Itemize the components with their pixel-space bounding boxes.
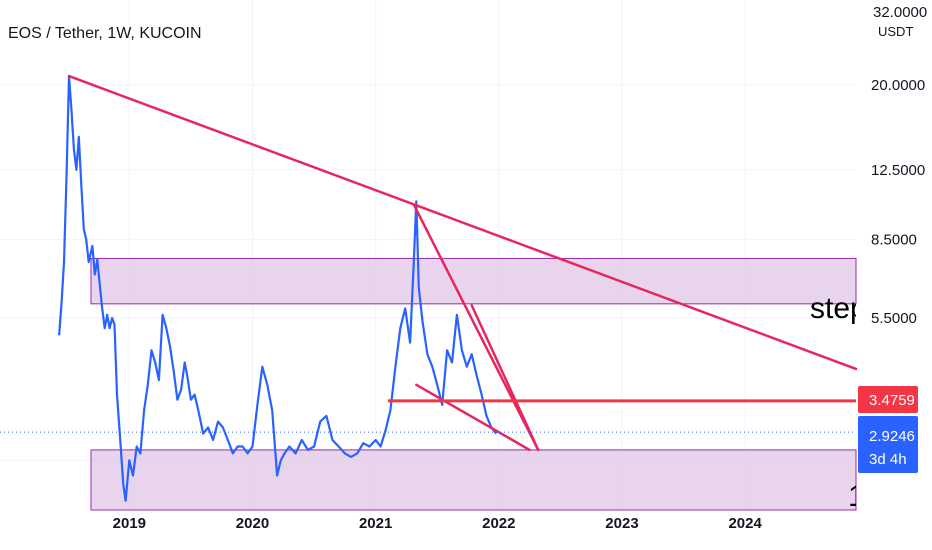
- last-price-badge: [858, 416, 918, 473]
- time-tick-label: 2020: [236, 515, 269, 532]
- level-price-badge: [858, 386, 918, 413]
- level-price-label: 3.4759: [869, 392, 915, 409]
- trend-lines: [67, 74, 858, 452]
- chart-title: EOS / Tether, 1W, KUCOIN: [8, 25, 202, 42]
- trend-line: [415, 383, 531, 452]
- price-line: [58, 74, 498, 502]
- trend-line: [412, 203, 540, 452]
- price-tick-label: 5.5000: [871, 310, 917, 327]
- trend-line: [67, 74, 858, 371]
- annotation-bottom: 1: [848, 480, 865, 513]
- time-tick-label: 2023: [605, 515, 638, 532]
- price-tick-label: 8.5000: [871, 231, 917, 248]
- time-tick-label: 2024: [728, 515, 762, 532]
- price-axis-unit: USDT: [878, 24, 913, 39]
- time-tick-label: 2021: [359, 515, 392, 532]
- time-tick-label: 2022: [482, 515, 515, 532]
- price-tick-label: 20.0000: [871, 77, 925, 94]
- price-axis-top-label: 32.0000: [873, 4, 927, 21]
- last-price-label: 2.9246: [869, 428, 915, 445]
- support-resistance-zone: [90, 449, 857, 511]
- grid: [0, 0, 856, 510]
- zones: [90, 257, 857, 511]
- price-tick-label: 12.5000: [871, 162, 925, 179]
- time-tick-label: 2019: [113, 515, 146, 532]
- countdown-label: 3d 4h: [869, 451, 907, 468]
- trend-line: [470, 304, 540, 452]
- price-series: [58, 74, 498, 502]
- support-resistance-zone: [90, 257, 857, 305]
- time-axis[interactable]: 2019 2020 2021 2022 2023 2024: [113, 515, 763, 532]
- annotation-step: step: [810, 292, 867, 325]
